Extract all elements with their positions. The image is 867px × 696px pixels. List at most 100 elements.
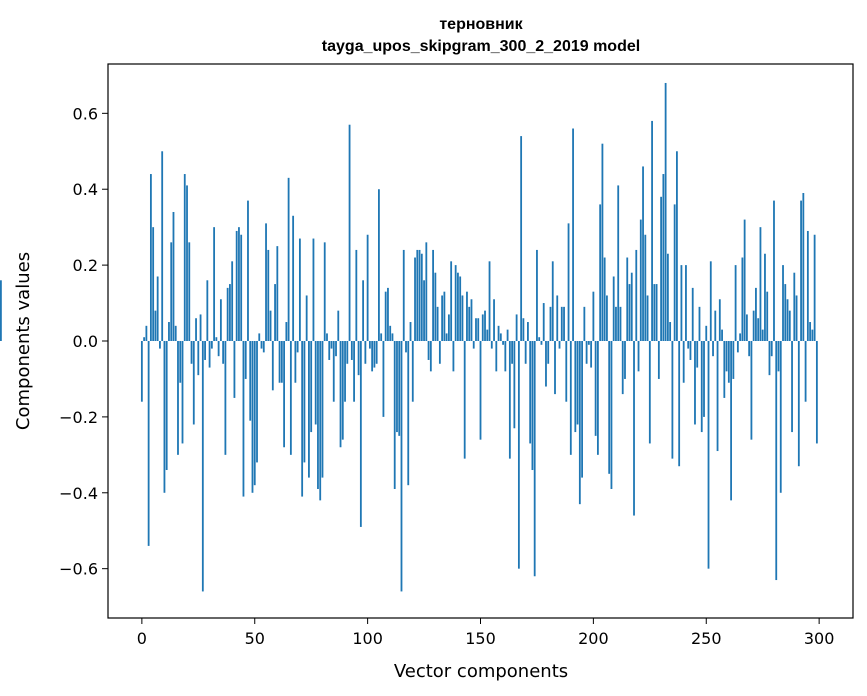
bar [506, 329, 509, 341]
bar [590, 341, 593, 368]
bar [163, 341, 166, 493]
bar [332, 341, 335, 402]
bar [565, 341, 568, 402]
bar [569, 341, 572, 455]
bar [204, 341, 206, 360]
bar [757, 318, 760, 341]
bar [673, 204, 676, 341]
bar [558, 341, 561, 349]
bar [450, 261, 453, 341]
bar [750, 341, 753, 440]
chart-subtitle: tayga_upos_skipgram_300_2_2019 model [322, 38, 640, 55]
x-axis-label: Vector components [394, 661, 568, 682]
bar [217, 341, 220, 357]
bar [538, 337, 541, 341]
bar [745, 314, 748, 341]
bar [522, 318, 525, 341]
bar [527, 322, 529, 341]
bar [350, 341, 353, 360]
bar [425, 242, 428, 341]
bar [581, 341, 583, 478]
bar [804, 341, 807, 402]
bar [463, 341, 466, 459]
bar [249, 341, 252, 421]
bar [752, 310, 755, 341]
bar [777, 341, 780, 372]
bar [186, 185, 188, 341]
bar [389, 325, 392, 341]
bar [741, 257, 744, 341]
bar [716, 341, 719, 452]
bar [764, 253, 766, 341]
bar [723, 341, 726, 398]
y-tick-label: −0.6 [59, 560, 98, 579]
bar [657, 341, 660, 379]
bar-series [0, 82, 818, 592]
bar [317, 341, 319, 489]
bar [721, 329, 723, 341]
bar [253, 341, 256, 486]
bar [676, 151, 678, 341]
bar [508, 341, 511, 459]
bar [323, 242, 326, 341]
bar [298, 238, 301, 341]
bar [344, 341, 346, 402]
bar [621, 341, 624, 395]
bar [768, 341, 771, 376]
y-tick-label: −0.2 [59, 408, 98, 427]
bar [784, 284, 787, 341]
bar [423, 280, 425, 341]
bar [536, 249, 538, 341]
bar [709, 261, 712, 341]
bar [540, 341, 543, 345]
bar [461, 295, 464, 341]
bar [368, 341, 371, 349]
bar [339, 341, 342, 448]
bar [635, 249, 638, 341]
bar [511, 341, 514, 364]
bar [698, 306, 701, 341]
x-axis: 0 50 100 150 200 250 300 [137, 618, 834, 648]
bar [578, 341, 581, 505]
bar [441, 295, 444, 341]
bar [222, 341, 225, 364]
bar [583, 306, 586, 341]
bar [637, 341, 640, 372]
bar [145, 325, 148, 341]
bar [240, 234, 243, 341]
bar [289, 341, 292, 455]
bar [610, 341, 613, 489]
bar [797, 341, 800, 467]
bar [545, 341, 547, 387]
bar [274, 284, 276, 341]
bar [414, 257, 416, 341]
bar [653, 284, 656, 341]
bar [560, 306, 563, 341]
bar [387, 287, 389, 341]
bar [782, 265, 784, 341]
bar [815, 341, 818, 444]
bar [292, 215, 295, 341]
bar [542, 303, 545, 341]
bar [380, 333, 383, 341]
bar [168, 322, 170, 341]
bar [495, 341, 498, 372]
bar [655, 284, 658, 341]
bar [308, 341, 310, 478]
bar [587, 341, 590, 345]
bar [606, 295, 608, 341]
bar [398, 341, 401, 436]
bar [551, 261, 554, 341]
bar [603, 257, 606, 341]
bar [800, 200, 802, 341]
bar [213, 227, 216, 341]
bar [639, 219, 642, 341]
bar [229, 284, 231, 341]
bar [513, 341, 516, 429]
bar [411, 341, 414, 402]
bar [330, 341, 333, 349]
bar [628, 284, 631, 341]
bar [247, 200, 249, 341]
bar [409, 322, 412, 341]
bar [420, 253, 423, 341]
